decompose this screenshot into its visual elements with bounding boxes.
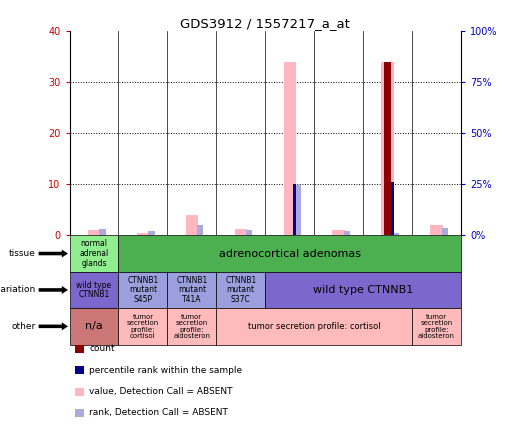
Bar xyxy=(393,233,399,235)
Bar xyxy=(148,231,154,235)
Text: percentile rank within the sample: percentile rank within the sample xyxy=(89,366,242,375)
Text: count: count xyxy=(89,345,115,353)
Text: tumor secretion profile: cortisol: tumor secretion profile: cortisol xyxy=(248,322,381,331)
Bar xyxy=(88,230,100,235)
Bar xyxy=(284,62,296,235)
Bar xyxy=(186,215,198,235)
Text: tumor
secretion
profile:
cortisol: tumor secretion profile: cortisol xyxy=(127,313,159,339)
Bar xyxy=(344,231,350,235)
Text: CTNNB1
mutant
S45P: CTNNB1 mutant S45P xyxy=(127,276,159,304)
Bar xyxy=(293,184,297,235)
Bar xyxy=(246,230,252,235)
Text: other: other xyxy=(12,322,36,331)
Text: CTNNB1
mutant
S37C: CTNNB1 mutant S37C xyxy=(225,276,256,304)
Text: tumor
secretion
profile:
aldosteron: tumor secretion profile: aldosteron xyxy=(418,313,455,339)
Bar xyxy=(442,228,448,235)
Text: CTNNB1
mutant
T41A: CTNNB1 mutant T41A xyxy=(176,276,208,304)
Text: tissue: tissue xyxy=(9,249,36,258)
Text: wild type
CTNNB1: wild type CTNNB1 xyxy=(76,281,112,299)
Text: tumor
secretion
profile:
aldosteron: tumor secretion profile: aldosteron xyxy=(174,313,210,339)
Bar xyxy=(333,230,345,235)
Bar xyxy=(384,62,391,235)
Text: genotype/variation: genotype/variation xyxy=(0,285,36,294)
Text: normal
adrenal
glands: normal adrenal glands xyxy=(79,239,109,268)
Text: wild type CTNNB1: wild type CTNNB1 xyxy=(313,285,413,295)
Text: rank, Detection Call = ABSENT: rank, Detection Call = ABSENT xyxy=(89,408,228,417)
Bar xyxy=(431,225,442,235)
Text: adrenocortical adenomas: adrenocortical adenomas xyxy=(219,249,360,258)
Text: value, Detection Call = ABSENT: value, Detection Call = ABSENT xyxy=(89,387,233,396)
Bar xyxy=(137,233,149,235)
Bar xyxy=(390,182,394,235)
Bar xyxy=(382,62,393,235)
Bar xyxy=(197,225,203,235)
Text: n/a: n/a xyxy=(85,321,103,331)
Bar xyxy=(295,185,301,235)
Bar xyxy=(99,229,106,235)
Title: GDS3912 / 1557217_a_at: GDS3912 / 1557217_a_at xyxy=(180,17,350,30)
Bar xyxy=(235,229,247,235)
